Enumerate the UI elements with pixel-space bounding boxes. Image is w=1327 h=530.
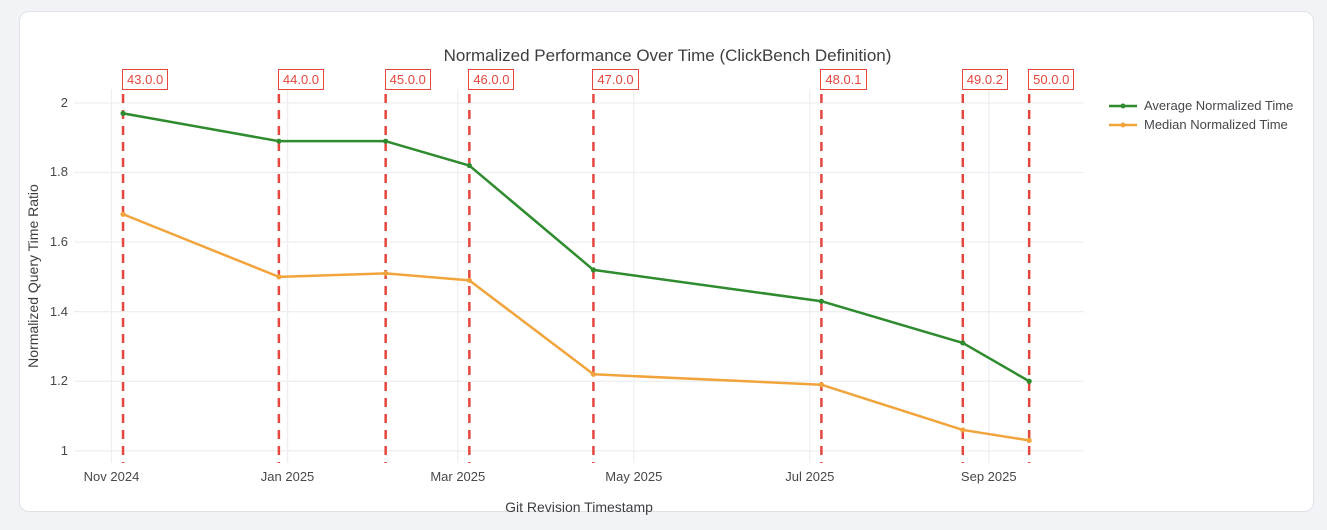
x-axis-title: Git Revision Timestamp: [505, 499, 653, 515]
y-tick-label: 1.6: [49, 234, 68, 250]
legend-line-average-icon: [1109, 103, 1137, 108]
x-tick-label: Sep 2025: [960, 469, 1017, 484]
legend-label-median: Median Normalized Time: [1144, 117, 1288, 132]
data-point-marker-median[interactable]: [818, 382, 825, 388]
y-tick-label: 1.4: [49, 303, 68, 319]
chart-card: 1 1.2 1.4 1.6 1.8 2 Nov 2024 Jan 2025 Mar 2025 Ma…: [19, 11, 1315, 515]
legend-item-median[interactable]: Median Normalized Time: [1108, 115, 1293, 134]
x-tick-label: Jan 2025: [260, 469, 315, 484]
legend-item-average[interactable]: Average Normalized Time: [1108, 96, 1293, 115]
version-annotation: 50.0.0: [1028, 69, 1075, 90]
data-point-marker-average[interactable]: [466, 162, 472, 169]
chart-legend: Average Normalized Time Median Normalize…: [1108, 96, 1293, 134]
series-line-average[interactable]: [122, 112, 1030, 383]
data-point-marker-median[interactable]: [1026, 437, 1032, 443]
data-point-marker-median[interactable]: [466, 277, 472, 283]
x-tick-label: Mar 2025: [430, 469, 486, 484]
chart-title: Normalized Performance Over Time (ClickB…: [443, 46, 892, 65]
data-point-marker-average[interactable]: [383, 138, 389, 144]
data-point-marker-median[interactable]: [120, 211, 126, 217]
y-tick-label: 1.2: [49, 373, 68, 389]
data-point-marker-median[interactable]: [276, 274, 282, 280]
data-point-marker-median[interactable]: [590, 371, 597, 377]
legend-label-average: Average Normalized Time: [1144, 98, 1294, 113]
version-annotation: 43.0.0: [122, 69, 169, 90]
data-point-marker-median[interactable]: [383, 270, 389, 276]
legend-line-median-icon: [1109, 122, 1137, 127]
data-point-marker-average[interactable]: [276, 138, 282, 144]
x-tick-label: Nov 2024: [83, 469, 140, 484]
data-point-marker-average[interactable]: [960, 340, 966, 346]
plot-svg: [74, 89, 1084, 463]
data-point-marker-average[interactable]: [590, 267, 597, 273]
data-point-marker-average[interactable]: [120, 110, 126, 116]
y-axis-title: Normalized Query Time Ratio: [25, 184, 41, 368]
data-point-marker-average[interactable]: [1026, 378, 1032, 384]
y-tick-label: 2: [60, 94, 68, 110]
y-tick-label: 1: [60, 442, 68, 458]
plot-area-layer: 1 1.2 1.4 1.6 1.8 2 Nov 2024 Jan 2025 Mar 2025 Ma…: [20, 12, 1315, 513]
version-annotation: 49.0.2: [961, 69, 1008, 90]
version-annotation: 46.0.0: [468, 69, 515, 90]
version-annotation: 48.0.1: [820, 69, 867, 90]
version-annotation: 45.0.0: [384, 69, 431, 90]
version-annotation: 44.0.0: [277, 69, 325, 90]
data-point-marker-average[interactable]: [818, 298, 825, 304]
version-annotation: 47.0.0: [592, 69, 639, 90]
data-point-marker-median[interactable]: [960, 427, 966, 433]
y-tick-label: 1.8: [49, 164, 68, 180]
series-line-median[interactable]: [122, 213, 1030, 442]
x-tick-label: Jul 2025: [785, 469, 835, 484]
x-tick-label: May 2025: [605, 469, 663, 484]
